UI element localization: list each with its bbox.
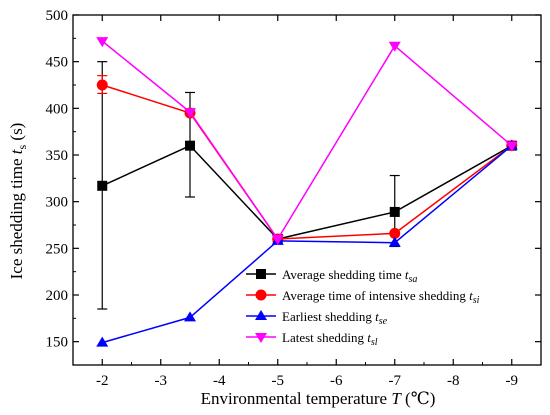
data-point [96,336,109,347]
x-axis-title-variable: T [391,389,402,408]
y-axis-title: Ice shedding time ts (s) [7,123,29,280]
x-tick-label: -7 [389,373,402,389]
legend-item-1: Average shedding time tsa [246,267,417,285]
plot-area [96,37,518,347]
data-point [388,41,401,52]
legend-label: Average time of intensive shedding tsi [282,288,480,306]
axes: -2 -3 -4 -5 -6 -7 -8 -9 150 200 250 300 350 400 450 500 [46,8,542,389]
y-axis-title-unit: (s) [7,123,26,145]
x-tick-label: -4 [213,373,226,389]
x-tick-label: -6 [330,373,343,389]
x-axis-title-main: Environmental temperature [201,389,392,408]
x-tick-label: -9 [506,373,519,389]
y-tick-label: 500 [46,8,69,24]
y-tick-label: 400 [46,101,69,117]
y-axis-title-variable: t [7,148,26,154]
data-point [389,206,400,217]
data-point [184,108,196,119]
y-tick-label: 150 [46,335,69,351]
data-point [505,141,518,152]
legend-item-4: Latest shedding tsl [246,330,378,348]
legend-marker [256,269,266,279]
series-line [101,40,513,241]
data-point [97,180,108,191]
legend-marker [255,289,267,301]
data-point [96,37,109,48]
legend-marker [255,310,267,320]
legend-label: Earliest shedding tse [282,309,388,327]
legend-label: Latest shedding tsl [282,330,378,348]
legend-item-2: Average time of intensive shedding tsi [246,288,480,306]
x-tick-label: -8 [447,373,460,389]
y-tick-label: 200 [46,288,69,304]
y-tick-label: 250 [46,241,69,257]
x-tick-label: -3 [155,373,168,389]
x-tick-label: -5 [272,373,285,389]
y-tick-label: 300 [46,195,69,211]
x-axis-title-unit: (℃) [401,389,436,408]
data-point [185,140,195,151]
y-axis-title-subscript: s [15,145,29,150]
series-4 [96,37,518,245]
series-line [102,84,513,240]
legend: Average shedding time tsa Average time of… [246,267,480,348]
data-point [184,311,196,322]
data-point [389,227,401,239]
x-axis-title: Environmental temperature T (℃) [201,389,436,408]
data-point [271,235,284,245]
y-tick-label: 450 [46,55,69,71]
y-tick-label: 350 [46,148,69,164]
data-point [96,79,108,91]
legend-label: Average shedding time tsa [282,267,417,285]
y-axis-title-main: Ice shedding time [7,154,26,279]
x-tick-label: -2 [96,373,109,389]
legend-item-3: Earliest shedding tse [246,309,388,327]
data-point [388,236,401,247]
legend-marker [255,333,267,343]
